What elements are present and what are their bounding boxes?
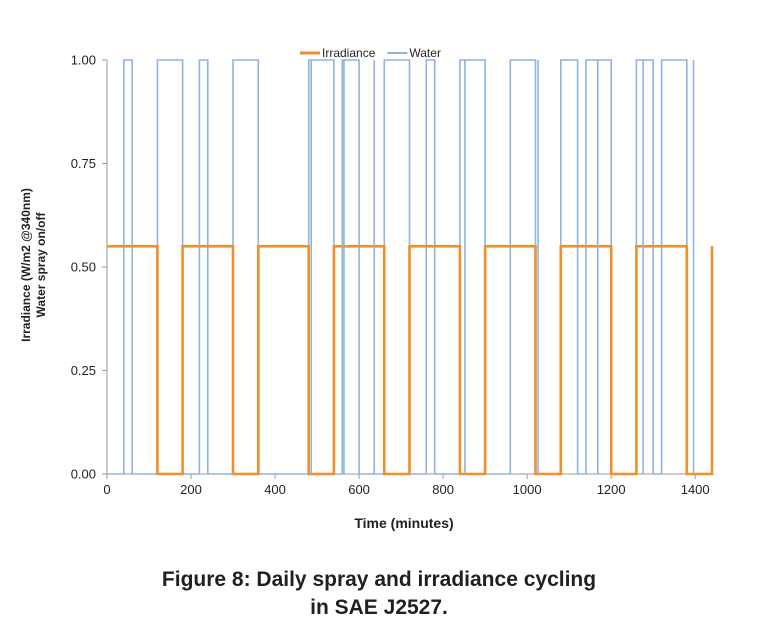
chart: 0.00 0.25 0.50 0.75 1.00 0 200 400 600 800 1000 12…: [19, 46, 714, 531]
x-tick-label: 1400: [681, 482, 710, 497]
legend: Irradiance Water: [300, 46, 441, 60]
y-tick-label: 1.00: [71, 53, 96, 68]
y-axis-title-line-1: Irradiance (W/m2 @340nm): [19, 188, 33, 342]
x-tick-label: 200: [180, 482, 202, 497]
y-tick-label: 0.00: [71, 467, 96, 482]
legend-label-irradiance: Irradiance: [322, 46, 376, 60]
y-tick-label: 0.75: [71, 156, 96, 171]
x-tick-label: 600: [348, 482, 370, 497]
figure-caption-line-1: Figure 8: Daily spray and irradiance cyc…: [161, 568, 597, 591]
x-tick-label: 1200: [597, 482, 626, 497]
x-tick-label: 400: [264, 482, 286, 497]
y-axis-title-line-2: Water spray on/off: [34, 212, 48, 318]
legend-label-water: Water: [409, 46, 441, 60]
series-line-irradiance: [107, 245, 714, 476]
figure-caption-line-2: in SAE J2527.: [310, 596, 448, 619]
y-tick-label: 0.50: [71, 260, 96, 275]
y-axis: 0.00 0.25 0.50 0.75 1.00: [71, 53, 108, 482]
plot-area: [107, 59, 714, 476]
y-tick-label: 0.25: [71, 363, 96, 378]
x-axis: 0 200 400 600 800 1000 1200 1400: [103, 473, 712, 497]
x-tick-label: 1000: [513, 482, 542, 497]
x-tick-label: 800: [432, 482, 454, 497]
x-axis-title: Time (minutes): [354, 515, 453, 531]
x-tick-label: 0: [103, 482, 110, 497]
